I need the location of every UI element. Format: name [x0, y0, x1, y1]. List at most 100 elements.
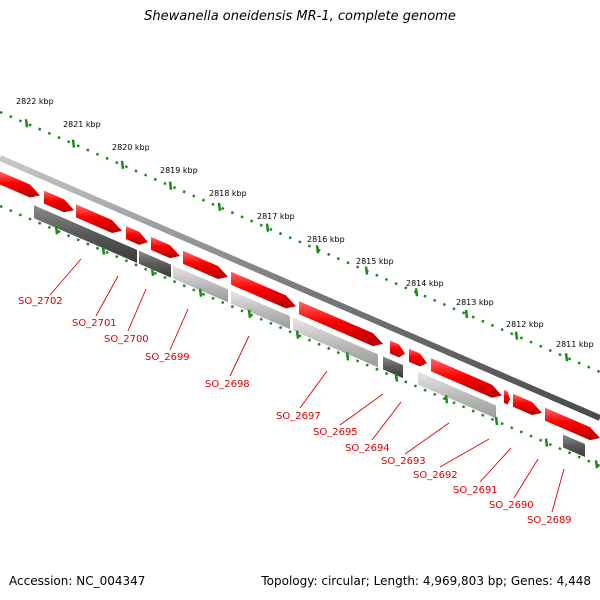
- accession-text: Accession: NC_004347: [9, 574, 146, 588]
- forward-gene-arrow: [183, 250, 228, 279]
- gene-label: SO_2702: [18, 296, 63, 307]
- scale-label: 2813 kbp: [456, 298, 494, 307]
- scale-major-tick: [265, 223, 270, 232]
- reverse-gene-box: [231, 290, 290, 330]
- forward-gene-arrow: [409, 348, 427, 367]
- forward-gene-arrow: [431, 358, 502, 398]
- scale-label: 2816 kbp: [307, 235, 345, 244]
- scale-major-tick: [394, 373, 399, 382]
- forward-gene-arrow: [545, 407, 600, 441]
- reverse-gene-box: [34, 205, 137, 263]
- reverse-gene-box: [418, 371, 496, 419]
- scale-major-tick: [594, 460, 599, 469]
- gene-label-leader-line: [479, 447, 512, 483]
- scale-major-tick: [71, 139, 76, 148]
- outer-scale-labels: 2822 kbp 2821 kbp 2820 kbp 2819 kbp 2818 kbp…: [16, 97, 594, 349]
- gene-label: SO_2699: [145, 352, 190, 363]
- gene-label: SO_2700: [104, 334, 149, 345]
- forward-gene-arrow: [231, 271, 296, 309]
- scale-major-tick: [295, 330, 300, 339]
- scale-label: 2814 kbp: [406, 279, 444, 288]
- scale-label: 2821 kbp: [63, 120, 101, 129]
- scale-major-tick: [217, 202, 222, 212]
- forward-gene-arrow: [0, 171, 40, 198]
- reverse-gene-box: [139, 250, 171, 278]
- scale-major-tick: [120, 160, 125, 170]
- gene-label: SO_2698: [205, 379, 250, 390]
- scale-major-tick: [564, 353, 569, 362]
- scale-major-tick: [444, 395, 449, 404]
- scale-major-tick: [168, 181, 173, 190]
- gene-label-leader-line: [49, 258, 82, 296]
- gene-label-leader-line: [513, 458, 539, 499]
- gene-label: SO_2694: [345, 443, 390, 454]
- reverse-strand-genes: [34, 205, 585, 457]
- scale-label: 2812 kbp: [506, 320, 544, 329]
- genome-backbone: [0, 155, 600, 421]
- gene-label: SO_2692: [413, 470, 458, 481]
- forward-gene-arrow: [504, 389, 510, 405]
- gene-label-leader-line: [551, 468, 565, 513]
- scale-major-tick: [101, 246, 106, 255]
- gene-labels: SO_2702 SO_2701 SO_2700 SO_2699 SO_2698 SO_26…: [18, 296, 572, 526]
- inner-scale-dots: [0, 204, 600, 468]
- outer-scale-dots: [0, 110, 600, 374]
- scale-major-tick: [24, 119, 29, 128]
- forward-strand-genes: [0, 171, 600, 441]
- scale-label: 2820 kbp: [112, 143, 150, 152]
- forward-gene-arrow: [299, 301, 383, 347]
- reverse-gene-box: [293, 317, 378, 368]
- scale-label: 2822 kbp: [16, 97, 54, 106]
- gene-label-leader-line: [371, 401, 402, 441]
- scale-major-tick: [198, 288, 203, 297]
- map-title: Shewanella oneidensis MR-1, complete gen…: [144, 9, 456, 24]
- scale-label: 2818 kbp: [209, 189, 247, 198]
- gene-label: SO_2690: [489, 500, 534, 511]
- gene-label-leader-line: [229, 335, 250, 377]
- gene-label: SO_2693: [381, 456, 426, 467]
- gene-label-leader-line: [439, 438, 490, 468]
- scale-major-tick: [544, 438, 549, 447]
- outer-scale: 2822 kbp 2821 kbp 2820 kbp 2819 kbp 2818 kbp…: [0, 97, 600, 374]
- reverse-gene-box: [383, 356, 403, 379]
- scale-label: 2817 kbp: [257, 212, 295, 221]
- gene-label-leader-line: [404, 422, 450, 455]
- scale-major-tick: [414, 288, 419, 297]
- forward-gene-arrow: [390, 340, 405, 358]
- forward-gene-arrow: [44, 190, 74, 213]
- scale-major-tick: [464, 309, 469, 319]
- gene-label-leader-line: [339, 393, 384, 426]
- gene-label-leader-line: [127, 288, 147, 332]
- inner-scale: [0, 204, 600, 469]
- reverse-gene-box: [563, 434, 585, 457]
- gene-label: SO_2701: [72, 318, 117, 329]
- gene-label-leader-line: [95, 275, 119, 317]
- gene-label: SO_2695: [313, 427, 358, 438]
- scale-major-tick: [494, 416, 499, 426]
- outer-major-ticks: [24, 119, 569, 362]
- gene-label-lines: [49, 258, 565, 513]
- reverse-gene-box: [173, 265, 228, 303]
- scale-major-tick: [247, 309, 252, 319]
- scale-major-tick: [514, 331, 519, 340]
- scale-label: 2811 kbp: [556, 340, 594, 349]
- forward-gene-arrow: [126, 226, 148, 245]
- scale-label: 2819 kbp: [160, 166, 198, 175]
- forward-gene-arrow: [513, 393, 542, 416]
- forward-gene-arrow: [151, 236, 180, 259]
- gene-label: SO_2689: [527, 515, 572, 526]
- inner-major-ticks: [54, 226, 599, 469]
- scale-major-tick: [345, 352, 350, 361]
- scale-major-tick: [364, 266, 369, 275]
- scale-major-tick: [315, 245, 320, 254]
- gene-label-leader-line: [299, 370, 328, 409]
- topology-text: Topology: circular; Length: 4,969,803 bp…: [261, 574, 591, 588]
- gene-label-leader-line: [169, 308, 189, 351]
- forward-gene-arrow: [76, 204, 122, 234]
- scale-major-tick: [54, 226, 59, 235]
- scale-label: 2815 kbp: [356, 257, 394, 266]
- gene-label: SO_2691: [453, 485, 498, 496]
- scale-major-tick: [150, 267, 155, 277]
- gene-label: SO_2697: [276, 411, 321, 422]
